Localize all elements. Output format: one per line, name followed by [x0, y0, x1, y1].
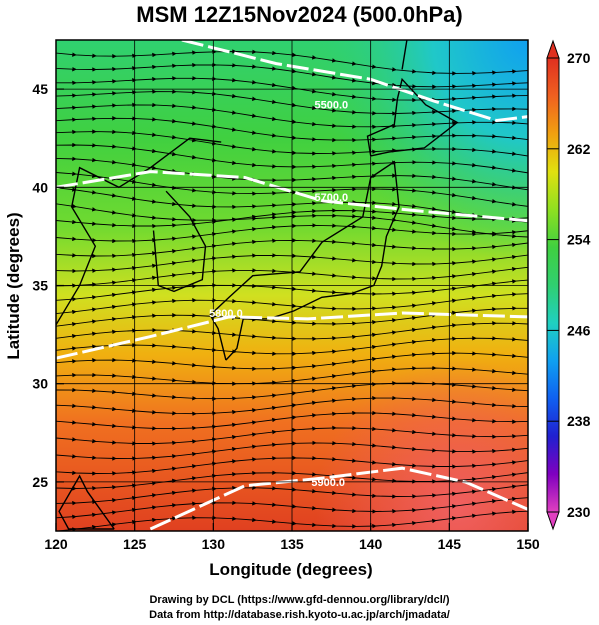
colorbar-tick-label: 254 — [567, 232, 591, 248]
x-axis-label: Longitude (degrees) — [209, 560, 372, 579]
y-tick-label: 40 — [32, 179, 48, 195]
coastline-segment — [366, 77, 459, 157]
contour-label: 5700.0 — [314, 192, 348, 204]
x-tick-label: 130 — [202, 536, 226, 552]
height-contour — [149, 466, 528, 531]
credit-drawing: Drawing by DCL (https://www.gfd-dennou.o… — [149, 594, 450, 606]
x-tick-label: 135 — [280, 536, 304, 552]
colorbar-tick-label: 270 — [567, 50, 591, 66]
x-tick-label: 150 — [516, 536, 540, 552]
contour-labels: 5500.0 5700.0 5800.0 5900.0 — [209, 100, 348, 489]
lat-lon-grid — [56, 40, 528, 531]
coastline-segment — [401, 40, 408, 70]
x-tick-label: 145 — [438, 536, 462, 552]
x-tick-label: 140 — [359, 536, 383, 552]
contour-label: 5800.0 — [209, 308, 243, 320]
contour-label: 5500.0 — [314, 100, 348, 112]
y-tick-label: 35 — [32, 278, 48, 294]
y-tick-label: 25 — [32, 474, 48, 490]
colorbar-tick-label: 246 — [567, 322, 591, 338]
colorbar-tick-label: 262 — [567, 141, 591, 157]
x-tick-label: 125 — [123, 536, 147, 552]
wind-streamlines — [56, 49, 528, 531]
y-axis-ticks: 25 30 35 40 45 — [32, 81, 64, 490]
coastline-segment — [58, 474, 115, 530]
x-tick-label: 120 — [44, 536, 68, 552]
y-tick-label: 30 — [32, 376, 48, 392]
chart-title: MSM 12Z15Nov2024 (500.0hPa) — [136, 2, 463, 27]
streamline — [56, 395, 528, 416]
coastlines — [56, 40, 459, 530]
streamline — [56, 380, 528, 401]
coastline-segment — [209, 160, 400, 361]
height-contour — [181, 40, 528, 123]
y-tick-label: 45 — [32, 81, 48, 97]
colorbar-tick-label: 230 — [567, 504, 591, 520]
y-axis-label: Latitude (degrees) — [4, 212, 23, 359]
colorbar-tick-label: 238 — [567, 413, 591, 429]
x-axis-ticks: 120 125 130 135 140 145 150 — [44, 523, 540, 552]
colorbar-max-arrow — [546, 39, 560, 59]
contour-label: 5900.0 — [311, 477, 345, 489]
coastline-segment — [56, 137, 222, 326]
height-contours — [56, 40, 528, 531]
colorbar-min-arrow — [546, 511, 560, 531]
credit-data: Data from http://database.rish.kyoto-u.a… — [149, 609, 450, 621]
height-contour — [56, 170, 528, 223]
colorbar-scale — [546, 57, 560, 513]
height-contour — [56, 311, 528, 360]
streamline — [56, 509, 528, 531]
streamline — [56, 292, 528, 316]
colorbar: 270 262 254 246 238 230 — [546, 39, 591, 531]
